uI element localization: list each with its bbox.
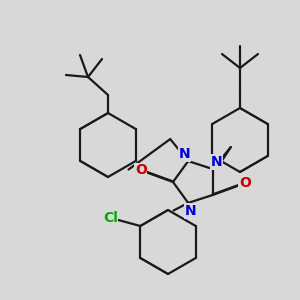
Text: O: O xyxy=(239,176,251,190)
Text: Cl: Cl xyxy=(103,211,118,225)
Text: N: N xyxy=(184,204,196,218)
Text: O: O xyxy=(135,164,147,177)
Text: N: N xyxy=(178,147,190,161)
Text: N: N xyxy=(211,155,223,169)
